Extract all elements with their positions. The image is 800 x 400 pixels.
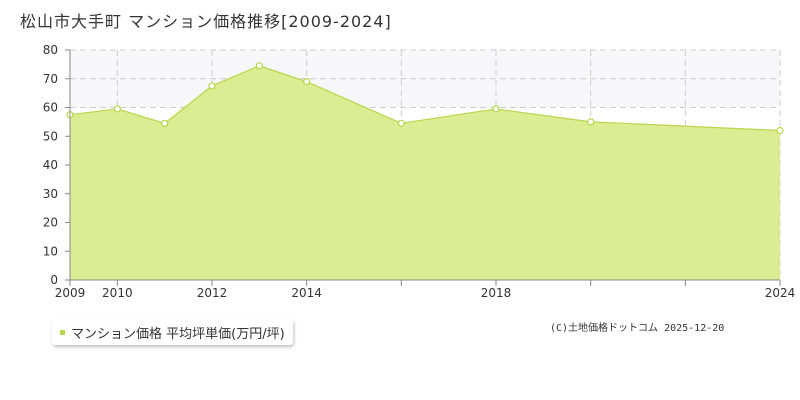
- data-point: [161, 119, 169, 127]
- x-tick-label: 2018: [481, 286, 512, 300]
- credit-text: (C)土地価格ドットコム 2025-12-20: [550, 323, 725, 334]
- y-tick-label: 10: [43, 244, 58, 258]
- area-series: [66, 62, 784, 280]
- x-tick-label: 2014: [291, 286, 322, 300]
- data-point: [255, 62, 263, 70]
- x-tick-label: 2010: [102, 286, 133, 300]
- data-point: [208, 82, 216, 90]
- x-tick-label: 2012: [197, 286, 228, 300]
- y-tick-label: 80: [43, 43, 58, 57]
- data-point: [303, 78, 311, 86]
- legend-marker: [60, 329, 65, 335]
- y-tick-label: 30: [43, 187, 58, 201]
- x-tick-label: 2009: [55, 286, 86, 300]
- data-point: [113, 105, 121, 113]
- legend[interactable]: マンション価格 平均坪単価(万円/坪): [52, 319, 293, 345]
- y-tick-label: 70: [43, 72, 58, 86]
- y-tick-label: 0: [50, 273, 58, 287]
- area-fill: [70, 65, 780, 280]
- data-point: [776, 126, 784, 135]
- legend-label: マンション価格 平均坪単価(万円/坪): [71, 326, 285, 342]
- y-tick-label: 60: [43, 101, 58, 115]
- x-tick-label: 2024: [765, 286, 796, 300]
- chart-title: 松山市大手町 マンション価格推移[2009-2024]: [20, 12, 392, 31]
- data-point: [397, 119, 405, 127]
- data-point: [492, 105, 500, 113]
- axes: 0 10 20 30 40 50 60 70 80 2009 2010 2012 2014 2018 202…: [43, 43, 796, 300]
- y-tick-label: 50: [43, 129, 58, 143]
- y-tick-label: 40: [43, 158, 58, 172]
- data-point: [587, 118, 595, 126]
- y-tick-label: 20: [43, 216, 58, 230]
- series-line: [69, 65, 781, 132]
